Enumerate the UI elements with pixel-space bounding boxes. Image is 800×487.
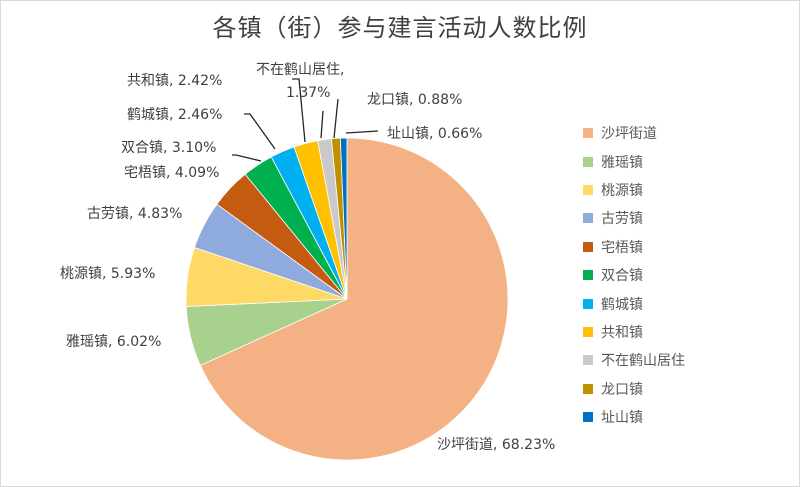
legend-swatch: [583, 412, 593, 423]
legend-swatch: [583, 128, 593, 139]
chart-legend: 沙坪街道 雅瑶镇 桃源镇 古劳镇 宅梧镇 双合镇 鹤城镇 共和镇 不在鹤山居住 …: [583, 119, 685, 431]
legend-item: 古劳镇: [583, 204, 685, 232]
legend-item: 桃源镇: [583, 176, 685, 204]
legend-swatch: [583, 383, 593, 394]
legend-swatch: [583, 298, 593, 309]
legend-swatch: [583, 241, 593, 252]
leader-lines: [232, 78, 379, 162]
data-label-not-in-heshan: 不在鹤山居住,: [256, 62, 345, 78]
legend-item: 共和镇: [583, 318, 685, 346]
data-label-hecheng: 鹤城镇, 2.46%: [127, 107, 223, 123]
legend-item: 不在鹤山居住: [583, 346, 685, 374]
pie-slices: [185, 137, 509, 461]
legend-swatch: [583, 213, 593, 224]
data-label-zhishan: 址山镇, 0.66%: [387, 126, 483, 142]
data-label-zhaiwu: 宅梧镇, 4.09%: [124, 165, 220, 181]
legend-item: 双合镇: [583, 261, 685, 289]
legend-item: 沙坪街道: [583, 119, 685, 147]
legend-swatch: [583, 156, 593, 167]
data-label-gulao: 古劳镇, 4.83%: [87, 206, 183, 222]
legend-item: 址山镇: [583, 403, 685, 431]
legend-item: 龙口镇: [583, 375, 685, 403]
data-label-shaping: 沙坪街道, 68.23%: [437, 437, 556, 453]
pie-slice: [339, 137, 348, 300]
data-label-not-in-heshan-value: 1.37%: [286, 85, 331, 101]
data-label-shuanghe: 双合镇, 3.10%: [121, 140, 217, 156]
chart-title: 各镇（街）参与建言活动人数比例: [212, 14, 588, 42]
legend-swatch: [583, 270, 593, 281]
legend-swatch: [583, 184, 593, 195]
legend-item: 鹤城镇: [583, 289, 685, 317]
legend-item: 雅瑶镇: [583, 147, 685, 175]
legend-swatch: [583, 355, 593, 366]
data-label-longkou: 龙口镇, 0.88%: [367, 92, 463, 108]
pie-slice: [199, 137, 509, 461]
data-label-yayao: 雅瑶镇, 6.02%: [66, 334, 162, 350]
data-label-taoyuan: 桃源镇, 5.93%: [60, 266, 156, 282]
data-label-gonghe: 共和镇, 2.42%: [127, 73, 223, 89]
legend-swatch: [583, 326, 593, 337]
legend-item: 宅梧镇: [583, 233, 685, 261]
